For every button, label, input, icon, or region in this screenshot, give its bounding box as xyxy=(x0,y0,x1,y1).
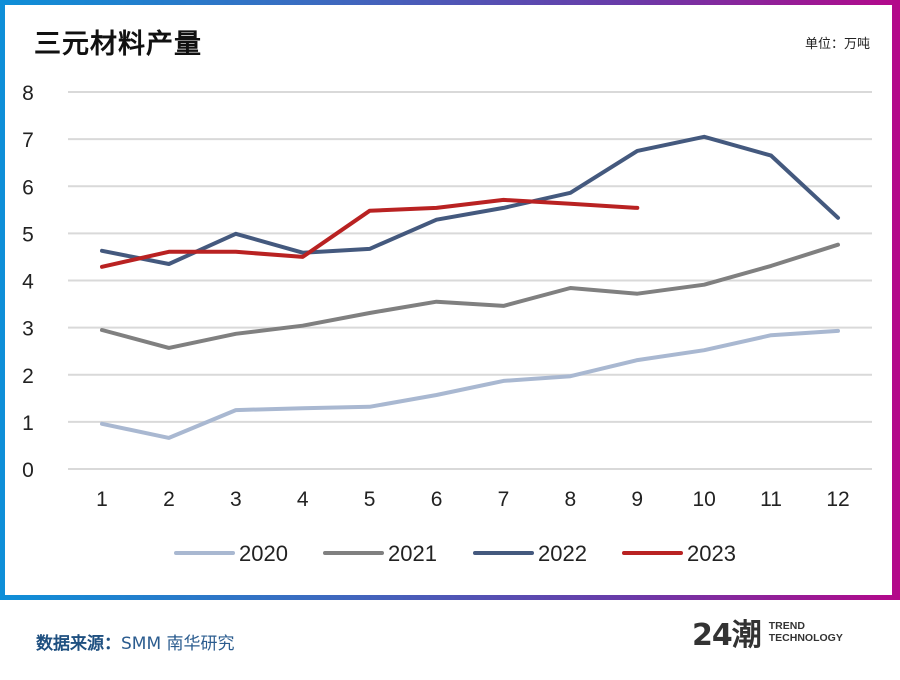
x-tick-label: 6 xyxy=(431,488,443,511)
brand-logo: 24潮 TREND TECHNOLOGY xyxy=(692,617,843,661)
series-line-2022 xyxy=(100,134,840,266)
x-axis-ticks: 1 2 3 4 5 6 7 8 9 10 11 12 xyxy=(96,488,850,511)
gradient-frame xyxy=(0,0,900,600)
legend: 2020 2021 2022 2023 xyxy=(174,541,736,566)
y-tick-label: 5 xyxy=(22,223,34,246)
brand-mark: 24潮 xyxy=(692,618,762,653)
legend-label-2023: 2023 xyxy=(687,541,736,566)
y-axis-ticks: 0 1 2 3 4 5 6 7 8 xyxy=(22,82,34,482)
y-tick-label: 3 xyxy=(22,318,34,341)
series-line-2020 xyxy=(100,328,840,440)
y-tick-label: 2 xyxy=(22,365,34,388)
chart-panel xyxy=(5,5,892,595)
data-source-label: 数据来源： xyxy=(36,634,121,654)
x-tick-label: 5 xyxy=(364,488,376,511)
x-tick-label: 9 xyxy=(631,488,643,511)
x-tick-label: 8 xyxy=(565,488,577,511)
y-tick-label: 7 xyxy=(22,129,34,152)
brand-line-1: TREND xyxy=(768,620,805,632)
brand-line-2: TECHNOLOGY xyxy=(768,632,843,644)
brand-text: TREND TECHNOLOGY xyxy=(769,620,843,644)
y-tick-label: 4 xyxy=(22,271,34,294)
series-line-2023 xyxy=(100,197,640,269)
data-source-value: SMM 南华研究 xyxy=(121,634,235,654)
y-tick-label: 1 xyxy=(22,412,34,435)
x-tick-label: 2 xyxy=(163,488,175,511)
series-lines xyxy=(100,134,840,440)
unit-label: 单位：万吨 xyxy=(804,37,870,52)
legend-label-2022: 2022 xyxy=(538,541,587,566)
series-line-2021 xyxy=(100,242,840,350)
y-tick-label: 8 xyxy=(22,82,34,105)
x-tick-label: 10 xyxy=(693,488,716,511)
x-tick-label: 3 xyxy=(230,488,242,511)
y-tick-label: 6 xyxy=(22,176,34,199)
y-tick-label: 0 xyxy=(22,459,34,482)
x-tick-label: 4 xyxy=(297,488,309,511)
x-tick-label: 7 xyxy=(498,488,510,511)
x-tick-label: 12 xyxy=(826,488,849,511)
x-tick-label: 11 xyxy=(760,488,782,511)
x-tick-label: 1 xyxy=(96,488,108,511)
grid-lines xyxy=(68,91,872,470)
data-source: 数据来源：SMM 南华研究 xyxy=(36,629,235,654)
legend-label-2020: 2020 xyxy=(239,541,288,566)
chart-title: 三元材料产量 xyxy=(34,29,202,60)
legend-label-2021: 2021 xyxy=(388,541,437,566)
